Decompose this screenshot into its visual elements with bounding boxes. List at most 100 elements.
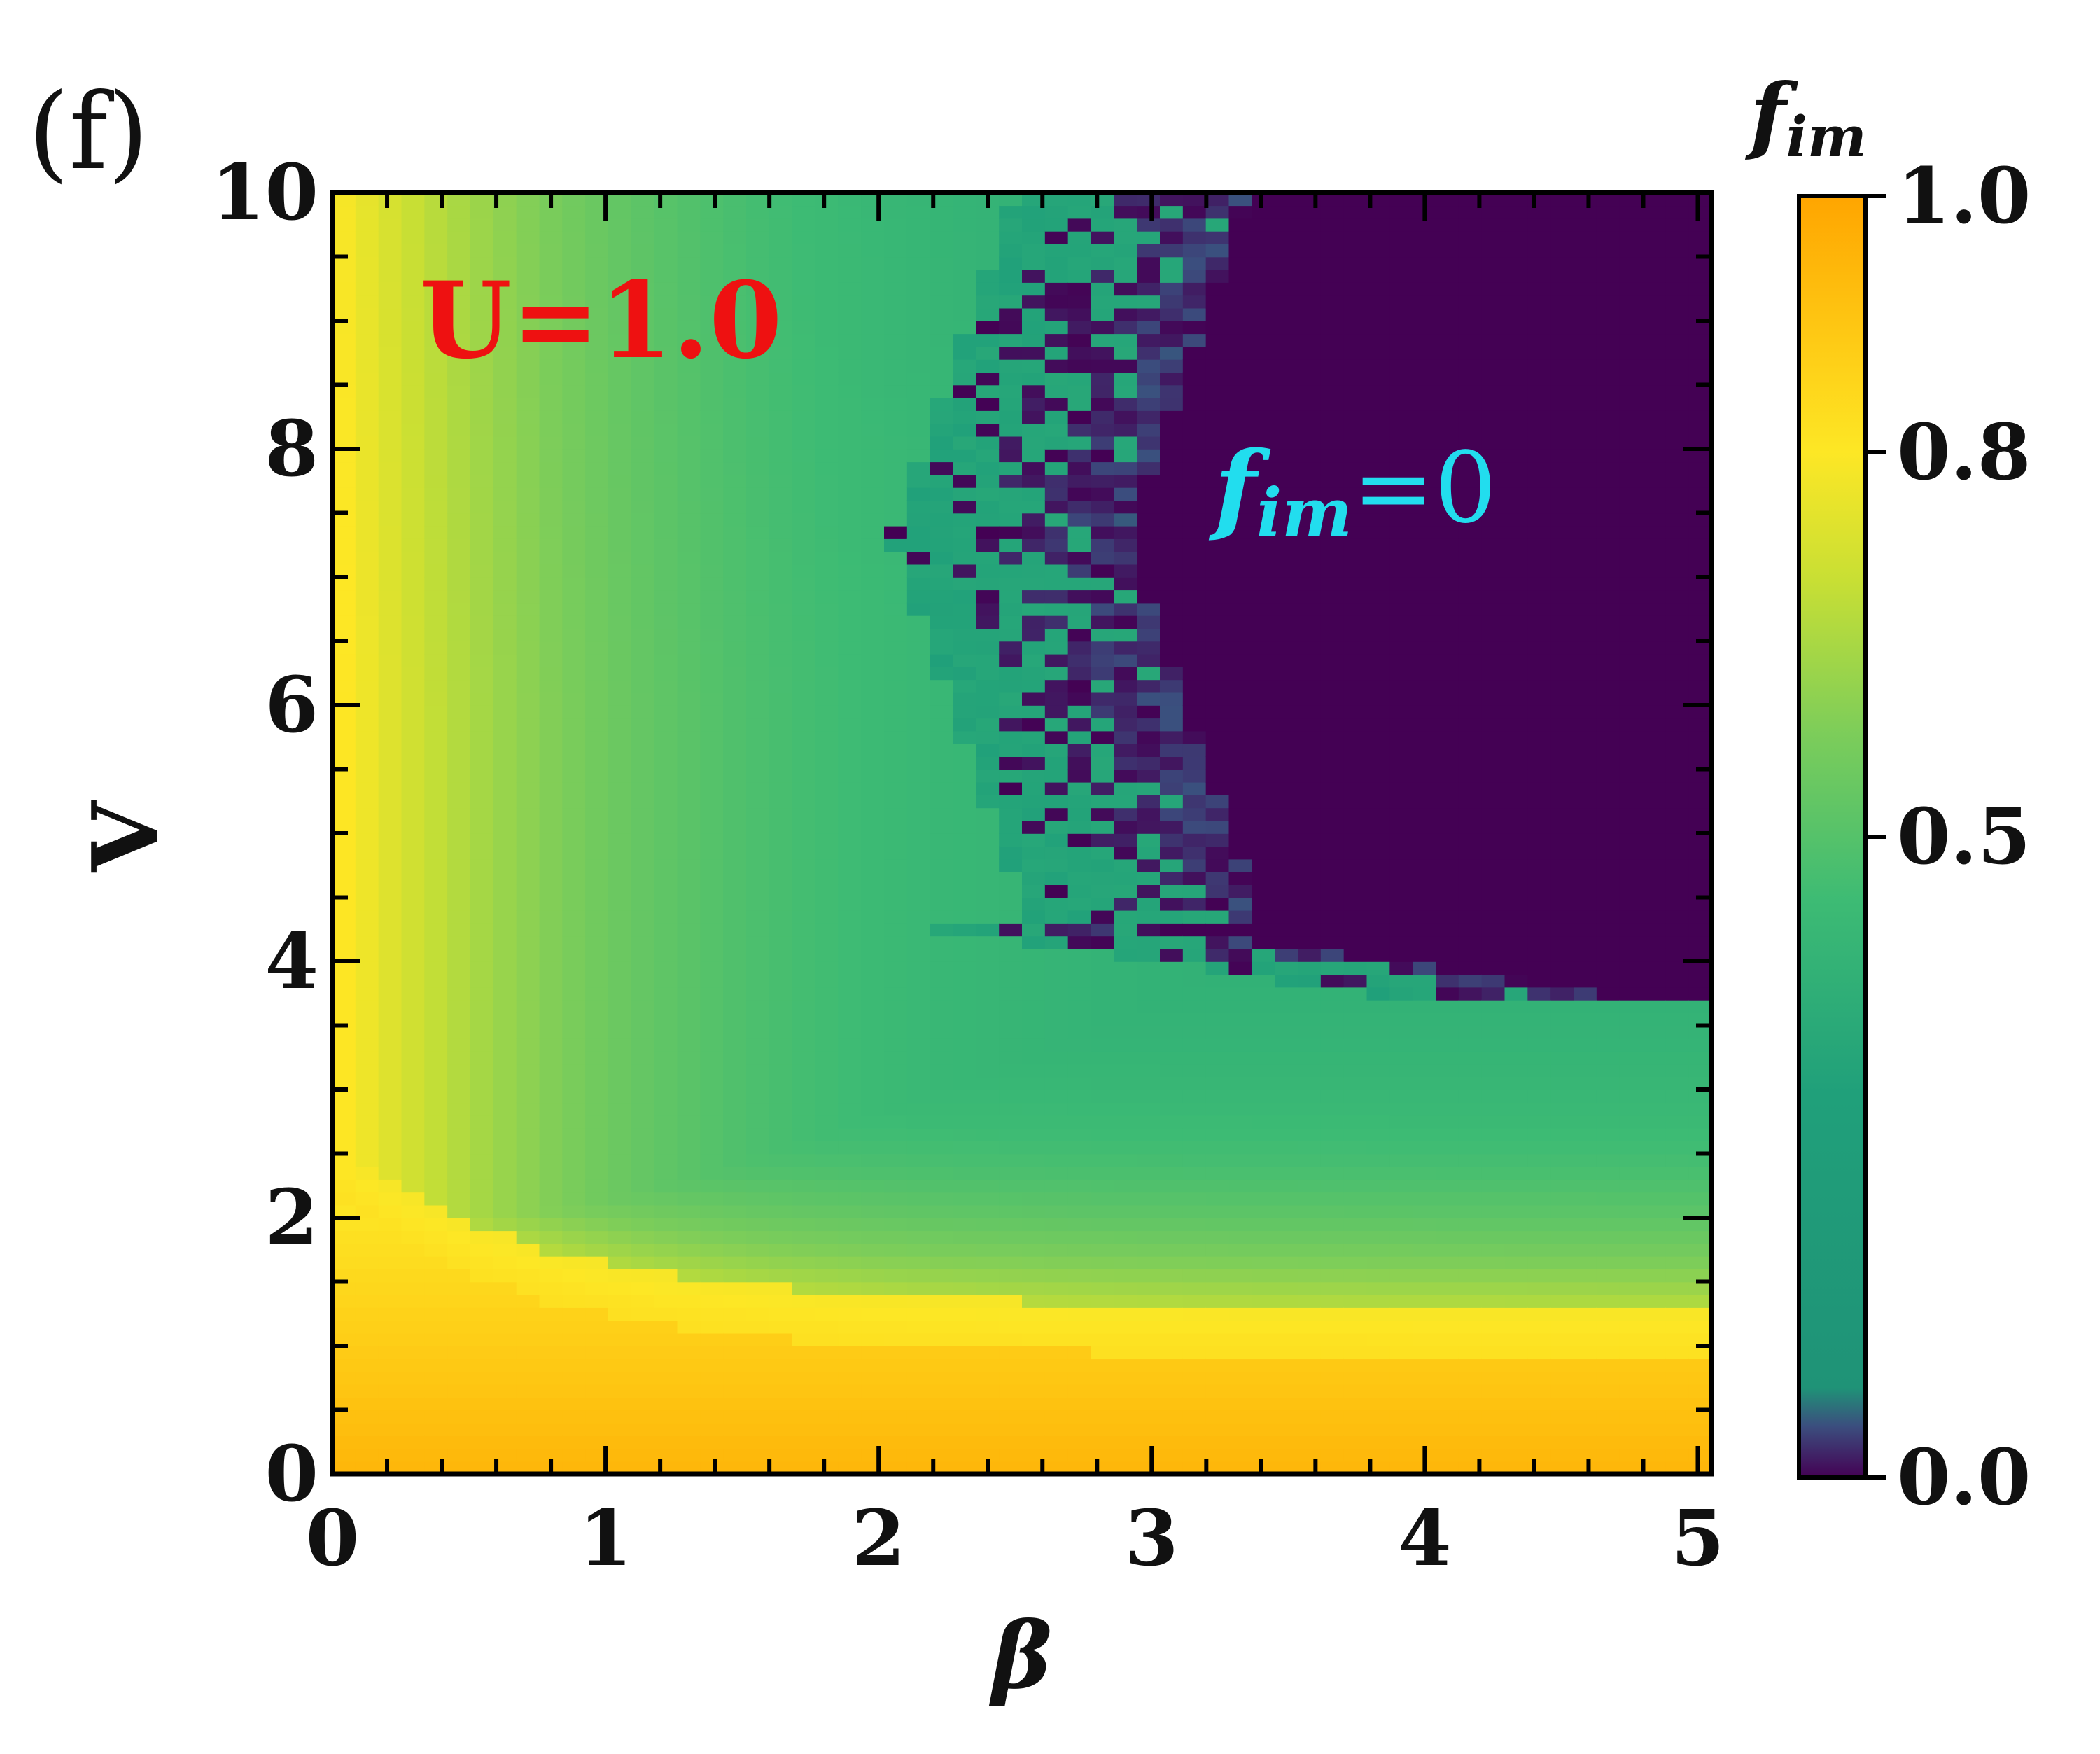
heatmap-cell: [746, 500, 770, 513]
heatmap-cell: [1045, 1051, 1069, 1064]
heatmap-cell: [930, 372, 954, 385]
heatmap-cell: [999, 935, 1023, 949]
heatmap-cell: [1436, 1077, 1460, 1090]
heatmap-cell: [470, 692, 494, 706]
heatmap-cell: [585, 770, 609, 783]
heatmap-cell: [493, 1090, 517, 1103]
heatmap-cell: [1367, 923, 1391, 936]
heatmap-cell: [631, 987, 655, 1001]
heatmap-cell: [723, 770, 747, 783]
heatmap-cell: [562, 1384, 586, 1398]
heatmap-cell: [654, 654, 678, 667]
heatmap-cell: [1206, 308, 1230, 321]
heatmap-cell: [678, 1333, 701, 1346]
heatmap-cell: [1459, 1141, 1483, 1154]
heatmap-cell: [884, 347, 908, 360]
heatmap-cell: [356, 770, 379, 783]
heatmap-cell: [1068, 1230, 1092, 1244]
heatmap-cell: [816, 1372, 839, 1385]
heatmap-cell: [884, 308, 908, 321]
heatmap-cell: [540, 1026, 564, 1039]
heatmap-cell: [493, 974, 517, 987]
heatmap-cell: [631, 538, 655, 552]
heatmap-cell: [1298, 295, 1322, 308]
heatmap-cell: [769, 1090, 793, 1103]
heatmap-cell: [746, 987, 770, 1001]
heatmap-cell: [1137, 910, 1161, 924]
heatmap-cell: [1298, 1358, 1322, 1372]
heatmap-cell: [1252, 385, 1275, 398]
heatmap-cell: [424, 551, 448, 564]
heatmap-cell: [999, 1423, 1023, 1436]
heatmap-cell: [1390, 807, 1413, 821]
heatmap-cell: [1229, 770, 1253, 783]
heatmap-cell: [838, 718, 862, 731]
heatmap-cell: [769, 1012, 793, 1026]
heatmap-cell: [769, 1102, 793, 1115]
heatmap-cell: [1022, 756, 1046, 770]
heatmap-cell: [1137, 1154, 1161, 1167]
heatmap-cell: [838, 1333, 862, 1346]
heatmap-cell: [930, 884, 954, 898]
heatmap-cell: [608, 1064, 632, 1077]
heatmap-cell: [402, 615, 426, 629]
heatmap-cell: [953, 1179, 977, 1192]
heatmap-cell: [402, 410, 426, 424]
heatmap-cell: [1183, 1038, 1207, 1052]
heatmap-cell: [1390, 244, 1413, 257]
heatmap-cell: [1344, 833, 1368, 847]
heatmap-cell: [1114, 513, 1138, 527]
heatmap-cell: [540, 244, 564, 257]
heatmap-cell: [953, 1077, 977, 1090]
heatmap-cell: [540, 1064, 564, 1077]
heatmap-cell: [1413, 756, 1436, 770]
heatmap-cell: [1436, 770, 1460, 783]
heatmap-cell: [953, 513, 977, 527]
heatmap-cell: [1367, 1090, 1391, 1103]
heatmap-cell: [1022, 423, 1046, 436]
heatmap-cell: [402, 935, 426, 949]
heatmap-cell: [540, 1372, 564, 1385]
heatmap-cell: [424, 872, 448, 885]
heatmap-cell: [562, 679, 586, 692]
heatmap-cell: [1390, 398, 1413, 411]
heatmap-cell: [424, 782, 448, 795]
heatmap-cell: [608, 705, 632, 718]
heatmap-cell: [562, 1397, 586, 1410]
heatmap-cell: [654, 1218, 678, 1231]
heatmap-cell: [1114, 1154, 1138, 1167]
heatmap-cell: [540, 449, 564, 462]
heatmap-cell: [470, 1038, 494, 1052]
heatmap-cell: [1137, 449, 1161, 462]
heatmap-cell: [816, 859, 839, 872]
heatmap-cell: [1160, 487, 1184, 501]
heatmap-cell: [1114, 628, 1138, 641]
heatmap-cell: [424, 1358, 448, 1372]
heatmap-cell: [470, 1205, 494, 1218]
heatmap-cell: [356, 731, 379, 744]
heatmap-cell: [816, 231, 839, 244]
heatmap-cell: [1068, 1102, 1092, 1115]
heatmap-cell: [976, 654, 1000, 667]
heatmap-cell: [1206, 1384, 1230, 1398]
heatmap-cell: [1022, 705, 1046, 718]
heatmap-cell: [838, 705, 862, 718]
heatmap-cell: [1160, 1320, 1184, 1333]
heatmap-cell: [723, 603, 747, 616]
heatmap-cell: [700, 1320, 724, 1333]
heatmap-cell: [723, 1090, 747, 1103]
heatmap-cell: [585, 615, 609, 629]
heatmap-cell: [1229, 1205, 1253, 1218]
heatmap-cell: [1436, 1102, 1460, 1115]
heatmap-cell: [608, 1256, 632, 1269]
heatmap-cell: [976, 1128, 1000, 1141]
heatmap-cell: [746, 410, 770, 424]
heatmap-cell: [1321, 1205, 1345, 1218]
heatmap-cell: [1413, 872, 1436, 885]
heatmap-cell: [1252, 1128, 1275, 1141]
heatmap-cell: [700, 526, 724, 539]
heatmap-cell: [540, 898, 564, 911]
heatmap-cell: [838, 782, 862, 795]
heatmap-cell: [884, 1012, 908, 1026]
heatmap-cell: [1045, 333, 1069, 347]
